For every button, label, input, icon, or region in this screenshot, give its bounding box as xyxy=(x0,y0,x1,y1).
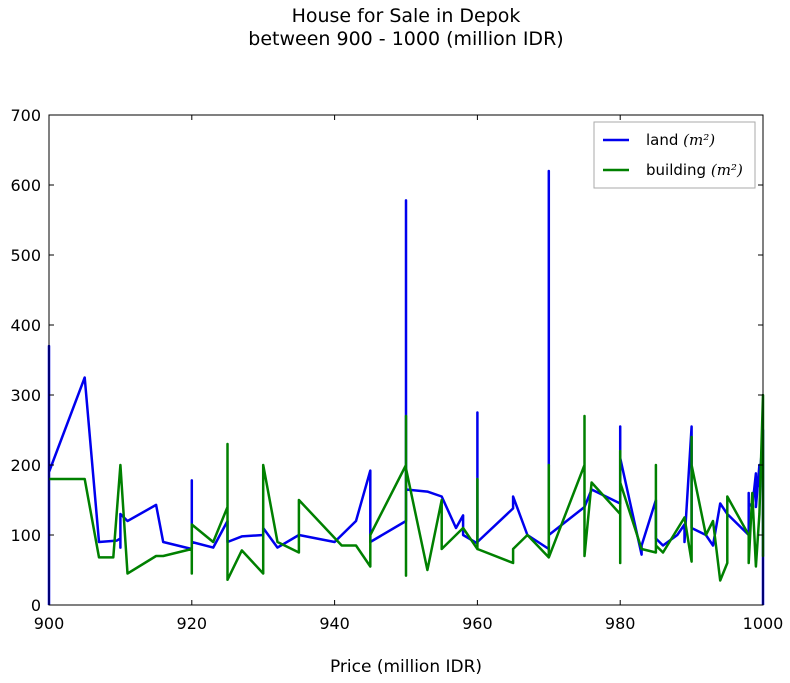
y-tick-label: 500 xyxy=(10,246,41,265)
x-axis-label: Price (million IDR) xyxy=(330,657,482,677)
legend: land (m²) building (m²) xyxy=(593,121,756,189)
legend-box xyxy=(593,121,756,189)
x-tick-label: 940 xyxy=(319,614,350,633)
legend-label-building-text: building xyxy=(646,161,711,179)
x-tick-label: 900 xyxy=(34,614,65,633)
legend-label-building-unit: (m²) xyxy=(711,161,743,179)
legend-label-building: building (m²) xyxy=(646,161,743,179)
y-tick-label: 0 xyxy=(31,596,41,615)
x-tick-label: 980 xyxy=(605,614,636,633)
series-line-building xyxy=(49,393,765,582)
legend-label-land-text: land xyxy=(646,131,683,149)
legend-label-land-unit: (m²) xyxy=(683,131,715,149)
y-tick-label: 600 xyxy=(10,176,41,195)
y-tick-label: 300 xyxy=(10,386,41,405)
y-tick-label: 200 xyxy=(10,456,41,475)
y-axis: 0 100 200 300 400 500 600 700 xyxy=(10,106,763,615)
legend-label-land: land (m²) xyxy=(646,131,715,149)
x-axis: 900 920 940 960 980 1000 xyxy=(34,115,784,633)
y-tick-label: 700 xyxy=(10,106,41,125)
plot-area-frame xyxy=(48,114,764,606)
plot-lines xyxy=(47,169,765,605)
y-tick-label: 100 xyxy=(10,526,41,545)
x-tick-label: 1000 xyxy=(743,614,784,633)
x-tick-label: 960 xyxy=(462,614,493,633)
y-tick-label: 400 xyxy=(10,316,41,335)
chart-title: House for Sale in Depok xyxy=(292,5,521,27)
chart-subtitle: between 900 - 1000 (million IDR) xyxy=(248,28,563,50)
x-tick-label: 920 xyxy=(177,614,208,633)
